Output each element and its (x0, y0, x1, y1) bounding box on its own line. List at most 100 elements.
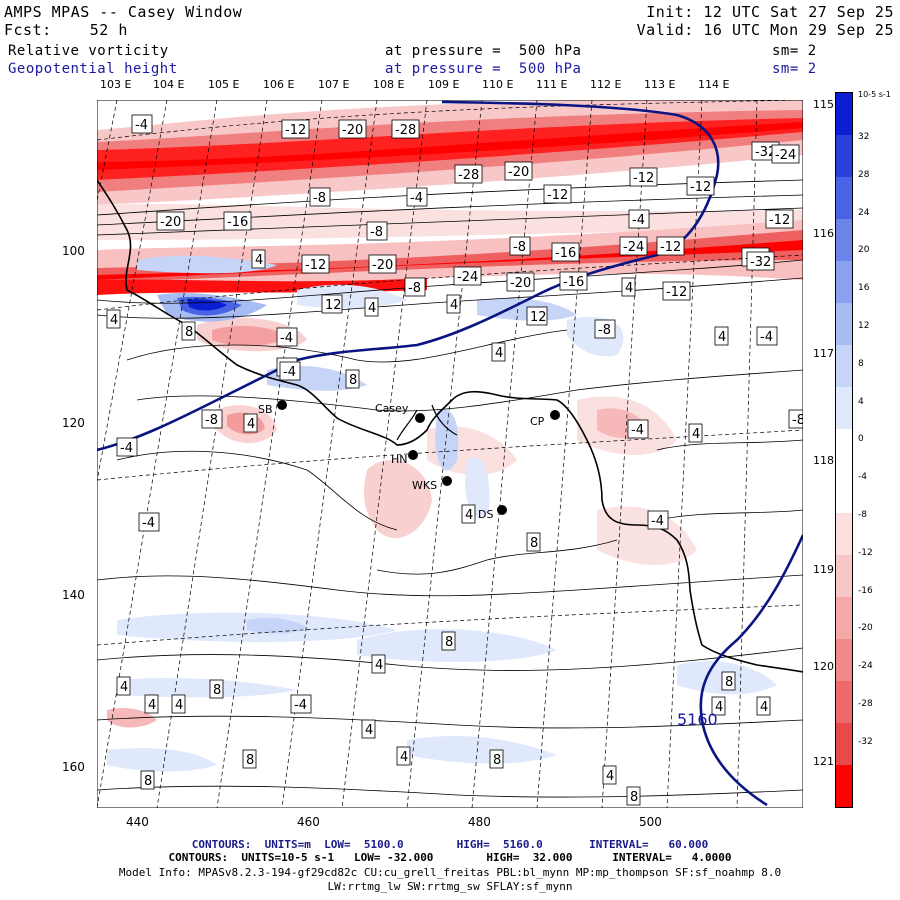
colorbar-unit: 10-5 s-1 (858, 90, 891, 99)
svg-text:-8: -8 (513, 240, 526, 255)
station-cp: CP (530, 410, 560, 428)
svg-text:WKS: WKS (412, 479, 437, 492)
svg-text:4: 4 (760, 700, 768, 715)
svg-text:-20: -20 (342, 123, 363, 138)
colorbar-swatch (836, 429, 852, 471)
contour-label: -28 (454, 164, 483, 184)
plot-title: AMPS MPAS -- Casey Window (4, 3, 243, 21)
svg-text:-12: -12 (633, 171, 654, 186)
svg-text:4: 4 (606, 769, 614, 784)
longitude-grid (97, 100, 803, 808)
svg-text:-4: -4 (294, 698, 307, 713)
svg-text:-4: -4 (283, 365, 296, 380)
contour-label: -8 (309, 187, 331, 207)
contour-label: -16 (559, 271, 588, 291)
colorbar-label: -4 (858, 472, 867, 483)
contour-label: -12 (686, 176, 715, 196)
contour-label: -12 (301, 254, 330, 274)
contour-label: 8 (489, 749, 504, 769)
left-axis-tick: 120 (62, 416, 85, 430)
contour-label: 4 (364, 297, 379, 317)
contour-label: 4 (756, 696, 771, 716)
svg-text:12: 12 (530, 310, 547, 325)
top-longitude-label: 107 E (318, 78, 350, 91)
contour-label: 8 (242, 749, 257, 769)
svg-text:4: 4 (450, 298, 458, 313)
contour-label: -24 (453, 266, 482, 286)
contour-label: 4 (144, 694, 159, 714)
top-longitude-label: 110 E (482, 78, 514, 91)
svg-text:-8: -8 (408, 281, 421, 296)
valid-time: Valid: 16 UTC Mon 29 Sep 25 (636, 21, 894, 39)
contour-label: 4 (621, 277, 636, 297)
bottom-axis-tick: 460 (297, 815, 320, 829)
svg-text:8: 8 (144, 774, 152, 789)
contour-label: 4 (396, 746, 411, 766)
svg-text:HN: HN (391, 453, 408, 466)
top-longitude-label: 104 E (153, 78, 185, 91)
svg-text:4: 4 (400, 750, 408, 765)
contour-label: -24 (619, 236, 648, 256)
station-wks: WKS (412, 476, 452, 492)
svg-text:8: 8 (213, 683, 221, 698)
contour-label: 4 (602, 765, 617, 785)
bottom-axis-tick: 440 (126, 815, 149, 829)
contour-label: 4 (106, 309, 121, 329)
contour-label: -8 (594, 319, 616, 339)
svg-text:4: 4 (255, 253, 263, 268)
contour-label: -4 (647, 510, 669, 530)
svg-text:4: 4 (247, 417, 255, 432)
contour-label: -4 (406, 187, 428, 207)
svg-text:-8: -8 (792, 413, 803, 428)
contour-label: 4 (714, 326, 729, 346)
colorbar-swatch (836, 555, 852, 597)
contour-label: -8 (788, 409, 803, 429)
svg-text:-4: -4 (651, 514, 664, 529)
field1-name: Relative vorticity (8, 43, 169, 59)
svg-text:8: 8 (530, 536, 538, 551)
station-markers: Casey SB CP HN WKS DS (258, 400, 560, 521)
top-longitude-label: 113 E (644, 78, 676, 91)
contour-label: 4 (371, 654, 386, 674)
field1-smoothing: sm= 2 (772, 43, 817, 59)
svg-text:4: 4 (175, 698, 183, 713)
geopotential-height-contours (97, 100, 803, 807)
svg-text:-28: -28 (395, 123, 416, 138)
svg-text:-12: -12 (547, 188, 568, 203)
colorbar-swatch (836, 261, 852, 303)
footer-vorticity-contours: CONTOURS: UNITS=10-5 s-1 LOW= -32.000 HI… (168, 851, 732, 864)
svg-text:4: 4 (375, 658, 383, 673)
svg-text:-12: -12 (305, 258, 326, 273)
contour-label: -24 (771, 144, 800, 164)
contour-label: -4 (290, 694, 312, 714)
contour-label: -8 (201, 409, 223, 429)
colorbar-label: 28 (858, 169, 870, 180)
svg-text:-12: -12 (285, 123, 306, 138)
svg-text:8: 8 (493, 753, 501, 768)
positive-vorticity-bands (107, 255, 777, 772)
svg-text:-4: -4 (135, 118, 148, 133)
bottom-axis-tick: 480 (468, 815, 491, 829)
svg-text:-16: -16 (227, 215, 248, 230)
svg-text:-4: -4 (280, 331, 293, 346)
svg-text:-12: -12 (690, 180, 711, 195)
left-axis-tick: 140 (62, 588, 85, 602)
colorbar-swatch (836, 219, 852, 261)
contour-label: 4 (491, 342, 506, 362)
contour-label: 4 (361, 719, 376, 739)
contour-label: 8 (140, 770, 155, 790)
top-longitude-label: 114 E (698, 78, 730, 91)
left-axis-tick: 100 (62, 244, 85, 258)
colorbar-label: 16 (858, 283, 870, 294)
svg-text:4: 4 (692, 427, 700, 442)
contour-label: -20 (156, 211, 185, 231)
vorticity-map: -4 -12 -20 -28-32-24-28 -20 -12-12-8 -4 -12-4-2… (97, 100, 803, 808)
colorbar-label: 24 (858, 207, 870, 218)
contour-label: 4 (171, 694, 186, 714)
contour-label: -20 (338, 119, 367, 139)
svg-text:8: 8 (246, 753, 254, 768)
svg-text:4: 4 (120, 680, 128, 695)
svg-text:8: 8 (185, 325, 193, 340)
colorbar-label: -28 (858, 699, 873, 709)
svg-text:8: 8 (445, 635, 453, 650)
